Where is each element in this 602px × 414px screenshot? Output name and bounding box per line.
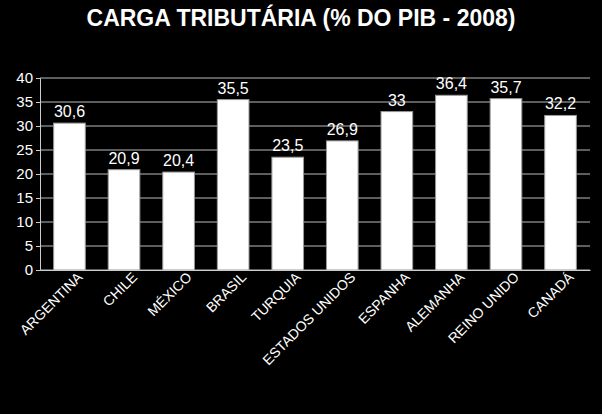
- data-label: 36,4: [436, 75, 467, 92]
- background: [0, 0, 602, 414]
- data-label: 20,9: [108, 150, 139, 167]
- y-tick-label: 25: [16, 141, 33, 158]
- data-label: 30,6: [54, 103, 85, 120]
- data-label: 23,5: [272, 137, 303, 154]
- y-tick: 15: [16, 189, 40, 206]
- y-tick-label: 40: [16, 69, 33, 86]
- x-tick: CANADÁ: [524, 268, 577, 321]
- x-tick-label: BRASIL: [203, 269, 250, 316]
- data-label: 32,2: [545, 95, 576, 112]
- y-tick-mark: [36, 222, 40, 223]
- bar: [545, 115, 577, 270]
- y-tick-mark: [36, 78, 40, 79]
- y-axis: 0 5 10 15 20 25 30 35 40: [16, 69, 40, 278]
- y-tick: 20: [16, 165, 40, 182]
- bar: [326, 141, 358, 270]
- y-tick: 5: [25, 237, 40, 254]
- x-tick-label: REINO UNIDO: [445, 269, 522, 346]
- x-tick-label: ESTADOS UNIDOS: [259, 269, 358, 368]
- y-tick: 40: [16, 69, 40, 86]
- y-tick-mark: [36, 246, 40, 247]
- y-tick: 25: [16, 141, 40, 158]
- bar: [108, 170, 140, 270]
- bar: [272, 157, 304, 270]
- data-label: 20,4: [163, 152, 194, 169]
- plot: 30,6 20,9 20,4 35,5 23,5 26,9 33 36,4 35,7 32,2 0 5…: [16, 69, 590, 368]
- x-tick-label: ARGENTINA: [17, 268, 87, 338]
- y-tick-mark: [36, 198, 40, 199]
- y-tick-mark: [36, 174, 40, 175]
- bar: [217, 100, 249, 270]
- bar: [490, 99, 522, 270]
- y-tick-label: 30: [16, 117, 33, 134]
- x-tick: REINO UNIDO: [445, 269, 522, 346]
- x-tick: ESTADOS UNIDOS: [259, 269, 358, 368]
- x-tick-label: MÉXICO: [144, 269, 194, 319]
- data-label: 35,5: [218, 80, 249, 97]
- y-tick: 10: [16, 213, 40, 230]
- x-tick-label: TURQUIA: [248, 268, 304, 324]
- y-tick-label: 0: [25, 261, 33, 278]
- y-tick-label: 10: [16, 213, 33, 230]
- x-axis: ARGENTINA CHILEMÉXICOBRASILTURQUIAESTADOS…: [17, 268, 591, 368]
- y-tick-mark: [36, 150, 40, 151]
- x-tick: TURQUIA: [248, 268, 304, 324]
- chart: CARGA TRIBUTÁRIA (% DO PIB - 2008) 30,6 20…: [0, 0, 602, 414]
- y-axis-line: [36, 79, 41, 271]
- x-tick-label: CANADÁ: [524, 268, 577, 321]
- y-tick-label: 20: [16, 165, 33, 182]
- x-tick-label: ESPANHA: [355, 268, 413, 326]
- x-tick: CHILE: [100, 269, 140, 309]
- x-tick: BRASIL: [203, 269, 250, 316]
- grid: [40, 78, 590, 270]
- y-tick: 0: [25, 261, 40, 278]
- y-tick-label: 15: [16, 189, 33, 206]
- bar: [163, 172, 195, 270]
- x-tick-label: CHILE: [100, 269, 140, 309]
- data-labels: 30,6 20,9 20,4 35,5 23,5 26,9 33 36,4 35,7 32,2: [54, 75, 576, 169]
- data-label: 26,9: [327, 121, 358, 138]
- data-label: 33: [388, 92, 406, 109]
- bar: [436, 95, 468, 270]
- y-tick: 35: [16, 93, 40, 110]
- x-tick: ARGENTINA: [17, 268, 87, 338]
- y-tick: 30: [16, 117, 40, 134]
- y-tick-label: 35: [16, 93, 33, 110]
- y-tick-mark: [36, 270, 40, 271]
- x-tick: ESPANHA: [355, 268, 413, 326]
- y-tick-mark: [36, 102, 40, 103]
- bar: [381, 112, 413, 270]
- title: CARGA TRIBUTÁRIA (% DO PIB - 2008): [87, 4, 516, 31]
- y-tick-label: 5: [25, 237, 33, 254]
- x-tick: MÉXICO: [144, 269, 194, 319]
- data-label: 35,7: [490, 79, 521, 96]
- y-tick-mark: [36, 126, 40, 127]
- bars: [54, 95, 577, 270]
- bar: [54, 123, 86, 270]
